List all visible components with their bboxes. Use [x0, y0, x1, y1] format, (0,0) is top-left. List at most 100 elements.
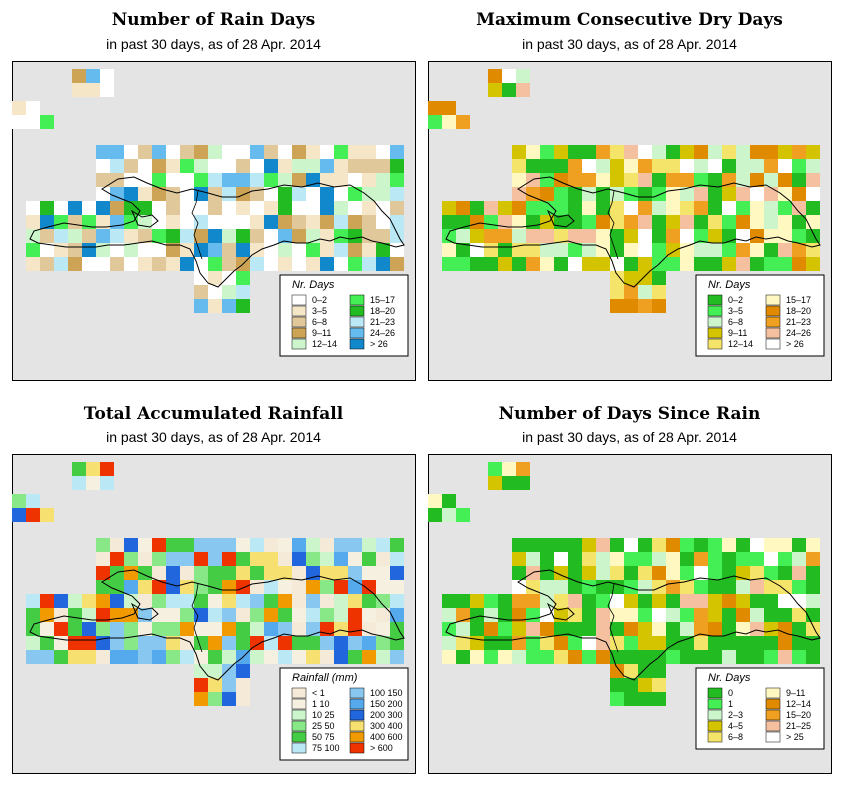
- grid-cell: [806, 187, 820, 201]
- grid-cell: [96, 566, 110, 580]
- grid-cell: [152, 173, 166, 187]
- grid-cell: [264, 580, 278, 594]
- grid-cell: [110, 538, 124, 552]
- grid-cell: [722, 622, 736, 636]
- grid-cell: [194, 201, 208, 215]
- grid-cell: [638, 187, 652, 201]
- grid-cell: [680, 229, 694, 243]
- grid-cell: [516, 476, 530, 490]
- grid-cell: [278, 215, 292, 229]
- grid-cell: [596, 145, 610, 159]
- grid-cell: [152, 229, 166, 243]
- legend-swatch: [707, 709, 723, 721]
- grid-cell: [554, 187, 568, 201]
- grid-cell: [264, 622, 278, 636]
- grid-cell: [348, 201, 362, 215]
- grid-cell: [778, 594, 792, 608]
- grid-cell: [362, 187, 376, 201]
- grid-cell: [778, 257, 792, 271]
- grid-cell: [320, 650, 334, 664]
- grid-cell: [792, 243, 806, 257]
- grid-cell: [498, 650, 512, 664]
- legend-item-label: 21–23: [370, 317, 395, 327]
- grid-cell: [610, 650, 624, 664]
- grid-cell: [194, 299, 208, 313]
- grid-cell: [376, 566, 390, 580]
- grid-cell: [526, 159, 540, 173]
- grid-cell: [236, 664, 250, 678]
- legend-title: Rainfall (mm): [292, 672, 358, 684]
- grid-cell: [124, 552, 138, 566]
- grid-cell: [568, 552, 582, 566]
- grid-cell: [236, 201, 250, 215]
- grid-cell: [208, 552, 222, 566]
- grid-cell: [54, 650, 68, 664]
- grid-cell: [264, 566, 278, 580]
- grid-cell: [806, 650, 820, 664]
- grid-cell: [376, 622, 390, 636]
- grid-cell: [736, 201, 750, 215]
- grid-cell: [82, 608, 96, 622]
- grid-cell: [54, 594, 68, 608]
- grid-cell: [596, 538, 610, 552]
- grid-cell: [610, 285, 624, 299]
- grid-cell: [194, 580, 208, 594]
- grid-cell: [652, 285, 666, 299]
- grid-cell: [362, 243, 376, 257]
- grid-cell: [292, 159, 306, 173]
- grid-cell: [554, 580, 568, 594]
- grid-cell: [442, 101, 456, 115]
- grid-cell: [638, 215, 652, 229]
- grid-cell: [278, 552, 292, 566]
- panel-title-rain-days: Number of Rain Days: [111, 10, 316, 30]
- grid-cell: [334, 566, 348, 580]
- grid-cell: [110, 229, 124, 243]
- grid-cell: [236, 692, 250, 706]
- grid-cell: [166, 243, 180, 257]
- grid-cell: [96, 552, 110, 566]
- grid-cell: [526, 257, 540, 271]
- grid-cell: [54, 201, 68, 215]
- grid-cell: [694, 159, 708, 173]
- grid-cell: [792, 173, 806, 187]
- grid-cell: [652, 299, 666, 313]
- grid-cell: [362, 257, 376, 271]
- grid-cell: [180, 580, 194, 594]
- grid-cell: [624, 229, 638, 243]
- grid-cell: [638, 243, 652, 257]
- grid-cell: [390, 594, 404, 608]
- grid-cell: [708, 229, 722, 243]
- grid-cell: [334, 608, 348, 622]
- grid-cell: [86, 83, 100, 97]
- grid-cell: [278, 243, 292, 257]
- grid-cell: [180, 538, 194, 552]
- grid-cell: [96, 650, 110, 664]
- grid-cell: [722, 594, 736, 608]
- grid-cell: [596, 622, 610, 636]
- grid-cell: [750, 538, 764, 552]
- grid-cell: [138, 622, 152, 636]
- grid-cell: [250, 173, 264, 187]
- grid-cell: [222, 692, 236, 706]
- border-line: [191, 583, 203, 653]
- map-days-since-rain: Nr. Days 012–34–56–8 9–1112–1415–2021–25> …: [428, 454, 832, 774]
- island-outline: [445, 569, 821, 681]
- grid-cell: [390, 566, 404, 580]
- grid-cell: [750, 594, 764, 608]
- grid-cell: [610, 229, 624, 243]
- grid-cell: [390, 608, 404, 622]
- grid-cell: [610, 594, 624, 608]
- grid-cell: [278, 538, 292, 552]
- grid-cell: [180, 201, 194, 215]
- grid-cell: [100, 462, 114, 476]
- grid-cell: [124, 566, 138, 580]
- grid-cell: [292, 650, 306, 664]
- grid-cell: [348, 145, 362, 159]
- grid-cell: [750, 215, 764, 229]
- grid-cell: [194, 229, 208, 243]
- grid-cell: [194, 538, 208, 552]
- grid-cell: [512, 566, 526, 580]
- grid-cell: [334, 229, 348, 243]
